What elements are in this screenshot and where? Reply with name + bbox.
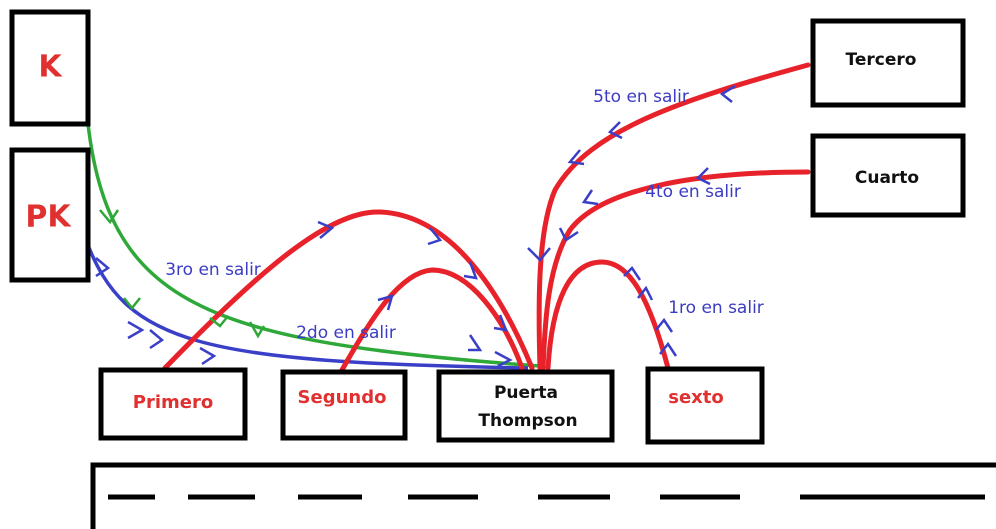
node-label: Cuarto — [855, 168, 919, 188]
node-label: Puerta — [494, 383, 558, 403]
route-primero — [162, 209, 535, 371]
route-cuarto — [540, 169, 811, 371]
node-label: K — [38, 50, 63, 85]
box-segundo — [280, 369, 408, 441]
route-k — [82, 74, 541, 368]
node-label: Tercero — [846, 50, 917, 70]
route-segundo — [339, 267, 525, 373]
box-primero — [98, 367, 248, 441]
box-pk — [9, 147, 91, 283]
box-sexto — [645, 366, 765, 445]
box-tercero — [810, 18, 966, 108]
node-label: Segundo — [298, 387, 387, 408]
route-tercero — [536, 62, 811, 371]
box-k — [9, 9, 91, 127]
annotation: 1ro en salir — [668, 298, 764, 318]
annotation: 3ro en salir — [165, 260, 261, 280]
annotation: 4to en salir — [645, 182, 741, 202]
arrowheads — [95, 84, 736, 368]
box-cuarto — [810, 133, 966, 218]
route-sexto — [545, 259, 671, 371]
node-label: sexto — [668, 387, 724, 408]
node-label: Primero — [133, 392, 213, 413]
route-pk — [84, 239, 529, 370]
annotation: 2do en salir — [296, 323, 396, 343]
node-label: Thompson — [478, 411, 577, 431]
annotation: 5to en salir — [593, 87, 689, 107]
box-puerta — [436, 369, 615, 443]
node-label: PK — [25, 200, 72, 235]
